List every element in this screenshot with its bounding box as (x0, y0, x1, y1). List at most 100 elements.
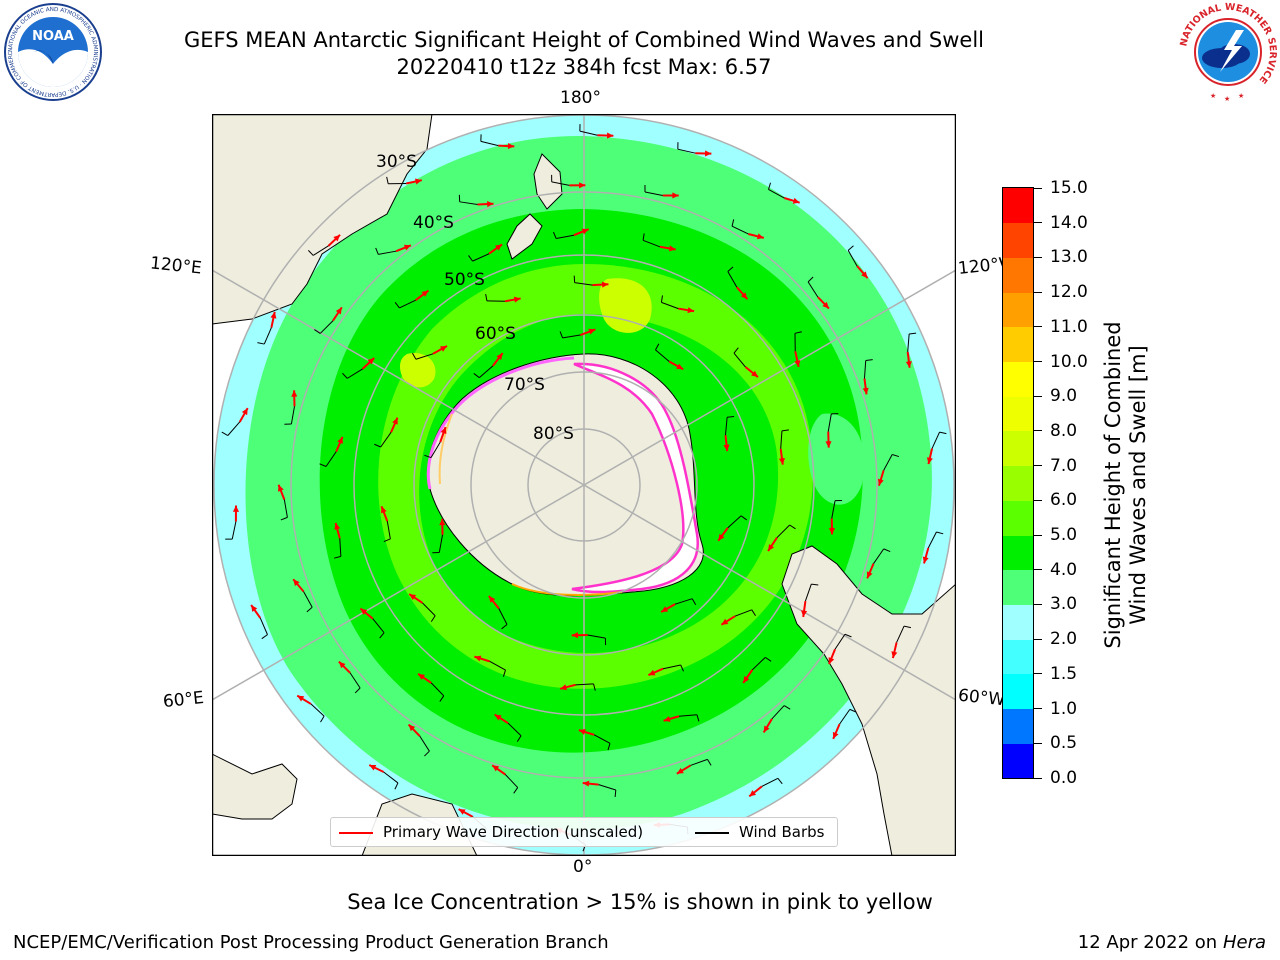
wave-direction-arrow (767, 537, 778, 552)
wind-barb (480, 134, 499, 147)
colorbar-tick (1034, 708, 1042, 710)
wind-barb (794, 331, 802, 352)
wind-barb (375, 247, 397, 255)
colorbar-tick (1034, 603, 1042, 605)
wave-direction-arrow (408, 593, 424, 604)
wave-direction-arrow (856, 265, 869, 279)
nws-logo: NATIONAL WEATHER SERVICE ★ ★ ★ (1178, 2, 1278, 102)
sea-ice-edge (571, 362, 700, 594)
noaa-logo: NATIONAL OCEANIC AND ATMOSPHERIC ADMINIS… (3, 2, 102, 101)
wave-direction-arrow (291, 390, 298, 407)
wave-direction-arrow (582, 780, 599, 787)
lon-label-120e: 120°E (149, 253, 203, 279)
wave-direction-arrow (494, 713, 509, 725)
wave-direction-arrow (327, 234, 341, 247)
wind-barb (593, 734, 611, 751)
machine-name: Hera (1222, 932, 1266, 953)
wind-barb (804, 583, 819, 602)
wind-barb (674, 598, 697, 606)
wind-barb (847, 245, 858, 267)
wind-barb (761, 777, 783, 787)
wave-direction-arrow (578, 729, 595, 736)
colorbar-tick (1034, 326, 1042, 328)
wind-barb (863, 359, 873, 379)
noaa-logo-text: NOAA (32, 29, 74, 44)
colorbar-tick (1034, 395, 1042, 397)
wind-barb (225, 521, 237, 540)
wave-direction-arrow (395, 244, 412, 253)
wave-direction-arrow (592, 281, 609, 288)
wave-direction-arrow (573, 228, 590, 237)
wind-barb (430, 682, 445, 702)
wave-direction-arrow (736, 286, 749, 300)
wind-barb-swatch (695, 831, 729, 834)
wave-direction-arrow (338, 660, 351, 674)
wind-barb (221, 421, 241, 436)
wave-direction-arrow (296, 694, 312, 705)
wind-barb (662, 664, 684, 672)
wind-barb (504, 774, 519, 794)
wind-barb (655, 343, 670, 362)
colorbar-tick (1034, 256, 1042, 258)
wind-barb (807, 276, 819, 298)
wind-barb (374, 432, 392, 448)
colorbar-tick-label: 0.0 (1050, 768, 1078, 788)
wind-barb (333, 538, 342, 559)
colorbar-tick (1034, 222, 1042, 224)
wave-direction-arrow (359, 607, 374, 620)
colorbar-cell (1003, 292, 1033, 328)
wave-direction-arrow (891, 642, 898, 659)
wave-direction-swatch (339, 831, 373, 834)
wave-direction-arrow (794, 351, 801, 368)
wave-direction-arrow (659, 245, 676, 252)
wave-direction-arrow (292, 578, 305, 593)
wave-direction-arrow (407, 723, 421, 737)
wave-direction-arrow (662, 192, 679, 199)
wind-barb (422, 602, 436, 622)
wind-barb (776, 524, 796, 539)
colorbar-tick-label: 5.0 (1050, 525, 1078, 546)
wave-direction-arrow (504, 296, 521, 303)
wind-barb (883, 454, 900, 471)
wind-barb (553, 231, 574, 240)
wind-barb (733, 347, 746, 368)
colorbar-cell (1003, 465, 1033, 501)
wave-direction-arrow (380, 505, 389, 522)
legend-label-wave-direction: Primary Wave Direction (unscaled) (383, 823, 644, 841)
colorbar-title: Significant Height of Combined Wind Wave… (1101, 321, 1151, 648)
wave-direction-arrow (332, 306, 343, 322)
wind-barb (458, 194, 478, 206)
colorbar-tick-label: 11.0 (1050, 316, 1088, 337)
chart-title: GEFS MEAN Antarctic Significant Height o… (183, 28, 985, 52)
wave-direction-arrow (571, 632, 588, 639)
wind-barb (780, 429, 789, 449)
wind-barb (931, 431, 947, 449)
wind-barb (831, 500, 843, 519)
wind-barb (473, 365, 494, 379)
wave-direction-arrow (695, 150, 712, 157)
wind-barb (677, 142, 696, 154)
colorbar-tick-label: 13.0 (1050, 247, 1088, 268)
wave-direction-arrow (877, 470, 885, 486)
legend-label-wind-barbs: Wind Barbs (739, 823, 825, 841)
new-zealand-landmass (506, 153, 563, 260)
wind-barb (752, 656, 772, 671)
wind-barb (319, 451, 337, 467)
wave-direction-arrow (668, 360, 684, 371)
colorbar-cell (1003, 743, 1033, 779)
wave-direction-arrow (579, 328, 596, 336)
svg-text:★: ★ (1238, 92, 1244, 100)
wind-barb (383, 521, 391, 542)
colorbar-tick (1034, 534, 1042, 536)
date-prefix: 12 Apr 2022 on (1077, 932, 1223, 953)
wave-direction-arrow (439, 426, 447, 443)
colorbar-cell (1003, 604, 1033, 640)
wave-direction-arrow (720, 615, 736, 626)
wave-direction-arrow (491, 764, 506, 776)
lat-label-80s: 80°S (533, 424, 574, 444)
wind-barb (284, 406, 295, 425)
polar-map (211, 113, 957, 857)
wave-direction-arrow (828, 648, 836, 665)
colorbar-tick (1034, 499, 1042, 501)
colorbar-tick-label: 2.0 (1050, 629, 1078, 650)
